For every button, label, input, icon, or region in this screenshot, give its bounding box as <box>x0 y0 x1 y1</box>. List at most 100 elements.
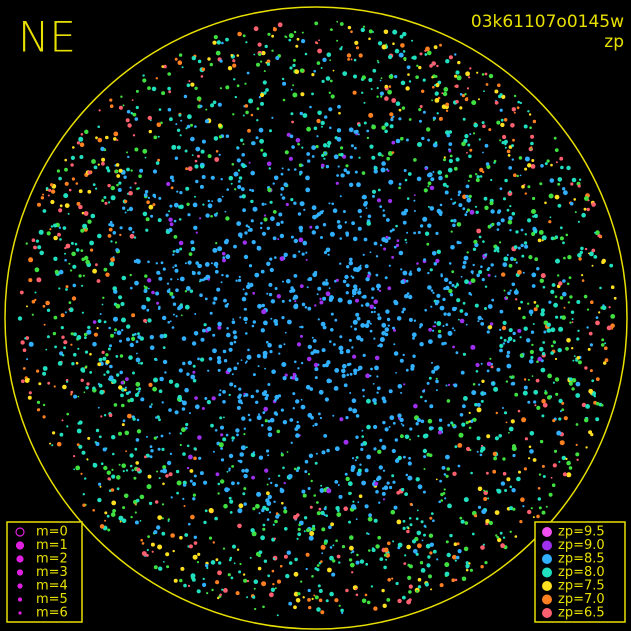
star <box>266 501 272 506</box>
star <box>427 138 430 142</box>
star <box>103 373 106 376</box>
star <box>400 434 404 439</box>
star <box>161 531 166 536</box>
star <box>288 474 293 479</box>
star <box>299 173 302 176</box>
star <box>151 86 157 92</box>
star <box>144 190 149 194</box>
star <box>73 332 77 337</box>
star <box>537 356 542 362</box>
star <box>232 63 237 68</box>
star <box>456 298 461 303</box>
star <box>144 156 147 159</box>
star <box>387 236 391 240</box>
star <box>479 167 484 172</box>
star <box>357 290 362 295</box>
star <box>443 488 446 491</box>
star <box>551 483 556 488</box>
star <box>527 110 530 113</box>
star <box>116 487 120 491</box>
star <box>298 237 304 243</box>
star <box>46 308 51 312</box>
star <box>439 43 442 47</box>
star <box>341 545 346 549</box>
star <box>252 451 256 454</box>
star <box>188 544 193 549</box>
star <box>366 398 371 404</box>
star <box>212 301 216 305</box>
star <box>106 470 112 475</box>
star <box>278 352 281 355</box>
star <box>66 380 69 383</box>
star <box>356 182 361 188</box>
star <box>281 77 285 81</box>
star <box>122 470 125 473</box>
star <box>239 562 242 566</box>
star <box>510 419 515 424</box>
star <box>358 494 363 499</box>
star <box>480 399 484 403</box>
star <box>321 153 325 158</box>
star <box>115 163 120 167</box>
star <box>312 524 316 528</box>
star <box>515 298 518 301</box>
star <box>528 309 534 315</box>
star <box>339 237 343 240</box>
star <box>563 256 566 260</box>
star <box>297 527 301 532</box>
star <box>477 486 483 492</box>
star <box>443 158 446 162</box>
star <box>258 96 262 99</box>
star <box>313 362 319 368</box>
star <box>135 438 140 442</box>
star <box>413 194 416 197</box>
star <box>274 322 279 326</box>
star <box>147 196 150 199</box>
star <box>72 283 77 288</box>
star <box>198 264 203 268</box>
star <box>204 297 208 301</box>
star <box>436 321 442 326</box>
star <box>147 115 152 121</box>
star <box>308 605 312 610</box>
star <box>289 66 293 70</box>
star <box>213 136 219 141</box>
star <box>227 488 231 491</box>
star <box>256 354 261 358</box>
star <box>320 510 325 516</box>
star <box>216 287 221 292</box>
star <box>279 564 283 568</box>
star <box>64 258 67 262</box>
star <box>451 423 455 427</box>
star <box>118 105 123 110</box>
star <box>450 245 455 250</box>
star <box>202 328 206 333</box>
star <box>359 559 365 564</box>
star <box>185 167 189 171</box>
star <box>469 209 475 215</box>
star <box>359 463 362 466</box>
star <box>473 122 479 128</box>
star <box>344 274 349 280</box>
star <box>484 72 488 76</box>
star <box>533 307 538 312</box>
star <box>141 542 145 545</box>
star <box>375 273 379 277</box>
star <box>598 311 601 314</box>
star <box>280 408 284 412</box>
star <box>537 497 541 501</box>
star <box>350 551 353 554</box>
star <box>511 211 516 216</box>
star <box>38 382 42 386</box>
star <box>513 94 517 98</box>
star <box>310 479 313 483</box>
star <box>588 388 594 394</box>
star <box>254 607 257 611</box>
star <box>429 551 433 555</box>
star <box>354 327 357 331</box>
star <box>244 104 249 108</box>
star <box>238 176 243 180</box>
star <box>162 468 168 474</box>
star <box>448 130 453 134</box>
star <box>153 196 157 199</box>
